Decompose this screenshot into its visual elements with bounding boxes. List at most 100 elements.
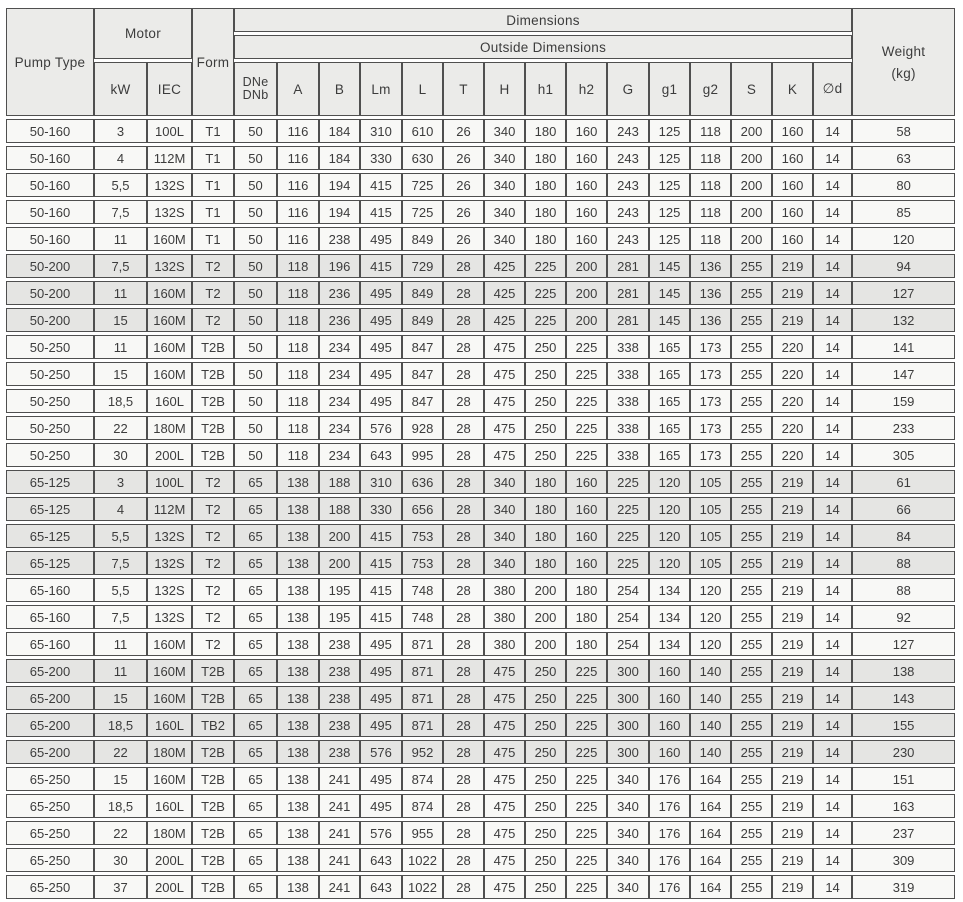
table-cell: 4 (94, 146, 147, 170)
table-cell: 255 (731, 632, 773, 656)
table-cell: 120 (690, 605, 732, 629)
table-cell: 160 (649, 740, 691, 764)
table-cell: 225 (566, 416, 608, 440)
table-cell: 255 (731, 281, 773, 305)
table-cell: 138 (277, 497, 320, 521)
table-cell: 160M (147, 686, 193, 710)
table-cell: 50 (234, 173, 278, 197)
table-cell: 125 (649, 227, 691, 251)
table-cell: 219 (772, 551, 814, 575)
table-cell: 475 (484, 659, 526, 683)
table-cell: 118 (277, 254, 320, 278)
table-cell: 132S (147, 254, 193, 278)
table-cell: 116 (277, 227, 320, 251)
table-cell: 143 (852, 686, 956, 710)
header-dim-b: B (319, 62, 361, 116)
table-cell: 14 (813, 200, 853, 224)
table-row: 65-200 15 160M T2B 65 138 238 495 871 28 475 250 225… (6, 686, 956, 710)
table-cell: 255 (731, 875, 773, 899)
table-cell: 195 (319, 578, 361, 602)
table-cell: 28 (443, 443, 485, 467)
pump-type-cell: 50-160 (6, 227, 94, 251)
table-cell: 160 (566, 497, 608, 521)
table-cell: 250 (525, 740, 567, 764)
header-dim-g2: g2 (690, 62, 732, 116)
table-cell: 11 (94, 632, 147, 656)
table-cell: 134 (649, 632, 691, 656)
table-cell: 255 (731, 578, 773, 602)
table-cell: 147 (852, 362, 956, 386)
table-cell: 127 (852, 632, 956, 656)
table-cell: 65 (234, 875, 278, 899)
table-cell: 847 (402, 335, 444, 359)
header-dne: DNe (242, 75, 269, 89)
table-cell: 26 (443, 227, 485, 251)
table-cell: 871 (402, 713, 444, 737)
table-cell: 14 (813, 173, 853, 197)
table-cell: 105 (690, 470, 732, 494)
table-cell: 118 (690, 200, 732, 224)
pump-type-cell: 50-250 (6, 443, 94, 467)
table-cell: 26 (443, 173, 485, 197)
table-cell: 234 (319, 416, 361, 440)
table-cell: 475 (484, 767, 526, 791)
table-cell: 65 (234, 524, 278, 548)
table-cell: 255 (731, 605, 773, 629)
table-cell: 225 (566, 794, 608, 818)
table-cell: 116 (277, 119, 320, 143)
table-cell: 220 (772, 389, 814, 413)
header-dne-dnb: DNe DNb (234, 62, 278, 116)
table-cell: 145 (649, 308, 691, 332)
table-cell: 50 (234, 389, 278, 413)
table-cell: 219 (772, 578, 814, 602)
table-cell: 310 (360, 119, 403, 143)
table-cell: 415 (360, 200, 403, 224)
header-dim-h2: h2 (566, 62, 608, 116)
pump-type-cell: 50-200 (6, 281, 94, 305)
table-cell: 159 (852, 389, 956, 413)
table-cell: 225 (566, 362, 608, 386)
table-row: 50-160 4 112M T1 50 116 184 330 630 26 340 180 160 24… (6, 146, 956, 170)
table-cell: 22 (94, 416, 147, 440)
table-cell: 14 (813, 605, 853, 629)
table-cell: 250 (525, 659, 567, 683)
table-cell: 952 (402, 740, 444, 764)
table-row: 65-200 18,5 160L TB2 65 138 238 495 871 28 475 250 2… (6, 713, 956, 737)
table-cell: 238 (319, 227, 361, 251)
table-cell: 160 (566, 146, 608, 170)
table-cell: 219 (772, 875, 814, 899)
table-cell: 576 (360, 740, 403, 764)
table-cell: 338 (607, 416, 650, 440)
table-cell: 160 (772, 173, 814, 197)
table-cell: 120 (649, 470, 691, 494)
table-cell: 340 (607, 767, 650, 791)
table-cell: 200 (731, 200, 773, 224)
table-cell: 14 (813, 659, 853, 683)
table-cell: 255 (731, 254, 773, 278)
table-header: Pump Type Motor Form Dimensions Weight (… (6, 8, 956, 116)
table-cell: 219 (772, 713, 814, 737)
table-cell: 165 (649, 416, 691, 440)
pump-type-cell: 50-250 (6, 416, 94, 440)
pump-type-cell: 65-250 (6, 848, 94, 872)
table-cell: 28 (443, 767, 485, 791)
pump-type-cell: 65-250 (6, 767, 94, 791)
table-cell: 173 (690, 443, 732, 467)
table-cell: 576 (360, 821, 403, 845)
table-cell: 18,5 (94, 794, 147, 818)
table-cell: 340 (484, 551, 526, 575)
table-cell: 138 (277, 794, 320, 818)
table-cell: 14 (813, 632, 853, 656)
table-cell: 180 (566, 632, 608, 656)
table-cell: 14 (813, 335, 853, 359)
table-cell: 14 (813, 389, 853, 413)
table-cell: 300 (607, 740, 650, 764)
table-row: 65-200 22 180M T2B 65 138 238 576 952 28 475 250 225… (6, 740, 956, 764)
table-cell: 338 (607, 443, 650, 467)
table-cell: T2B (192, 686, 235, 710)
table-cell: 134 (649, 578, 691, 602)
header-dim-g1: g1 (649, 62, 691, 116)
table-cell: 92 (852, 605, 956, 629)
table-cell: 495 (360, 335, 403, 359)
table-cell: 61 (852, 470, 956, 494)
